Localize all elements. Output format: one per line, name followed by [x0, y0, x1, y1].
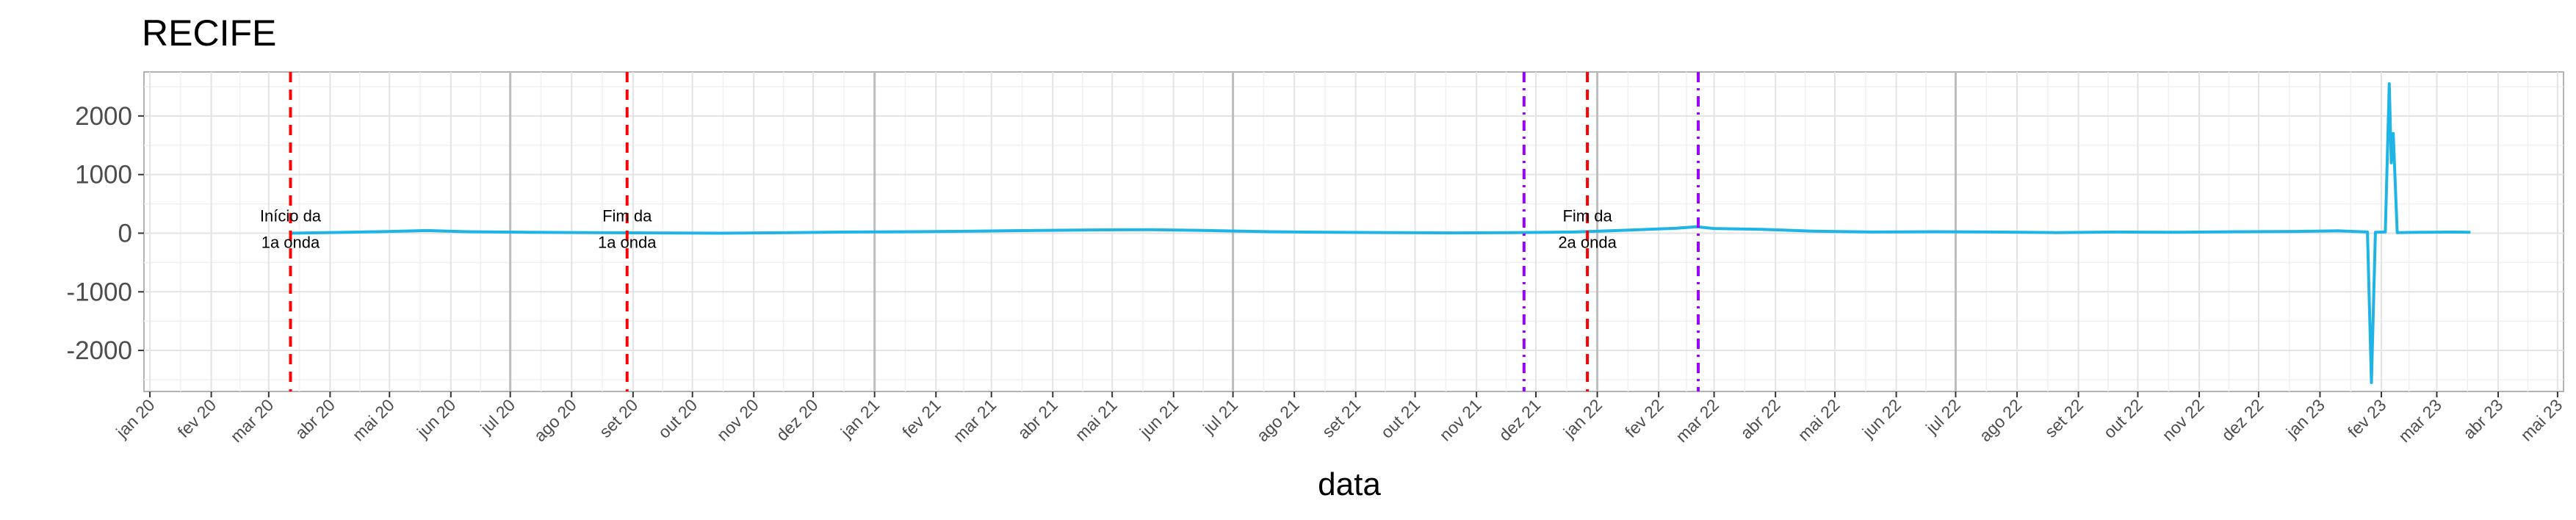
- x-tick-label: set 21: [1318, 395, 1365, 441]
- x-tick-label: set 22: [2041, 395, 2087, 441]
- x-tick-label: abr 20: [291, 395, 339, 443]
- plot-panel: [143, 71, 2564, 392]
- annotation-label: 1a onda: [261, 233, 320, 251]
- x-tick-label: jul 22: [1922, 395, 1964, 438]
- y-tick-label: 0: [118, 219, 132, 248]
- x-tick-label: mar 20: [226, 395, 277, 446]
- x-tick-label: mai 21: [1071, 395, 1120, 444]
- x-axis-label: data: [1318, 466, 1381, 502]
- annotation-label: Fim da: [602, 207, 652, 225]
- x-tick-label: nov 22: [2158, 395, 2207, 444]
- annotation-label: 1a onda: [598, 233, 657, 251]
- chart-title: RECIFE: [142, 12, 276, 54]
- x-tick-label: dez 21: [1495, 395, 1544, 444]
- x-tick-label: fev 20: [173, 395, 220, 441]
- x-tick-label: mai 20: [349, 395, 398, 444]
- x-tick-label: mar 22: [1672, 395, 1722, 446]
- x-tick-label: mai 23: [2517, 395, 2566, 444]
- x-tick-label: abr 21: [1014, 395, 1061, 443]
- x-tick-label: jul 20: [476, 395, 519, 438]
- y-axis: -2000 -1000 0 1000 2000: [66, 102, 144, 365]
- x-tick-label: ago 21: [1253, 395, 1303, 445]
- event-lines: [289, 72, 1700, 391]
- x-tick-label: jan 22: [1559, 395, 1606, 441]
- annotation-label: 2a onda: [1558, 233, 1617, 251]
- x-tick-label: out 20: [654, 395, 701, 442]
- x-tick-label: ago 20: [530, 395, 580, 445]
- x-tick-label: jan 20: [112, 395, 158, 441]
- x-tick-label: set 20: [596, 395, 642, 441]
- annotation-label: Fim da: [1562, 207, 1612, 225]
- x-tick-label: jun 20: [413, 395, 459, 441]
- annotation-label: Início da: [260, 207, 322, 225]
- x-tick-label: nov 21: [1435, 395, 1484, 444]
- x-tick-label: mai 22: [1794, 395, 1843, 444]
- x-tick-label: fev 23: [2344, 395, 2390, 441]
- y-tick-label: 2000: [75, 102, 132, 131]
- x-tick-label: mar 21: [949, 395, 1000, 446]
- x-tick-label: mar 23: [2395, 395, 2445, 446]
- annotations: Início da 1a onda Fim da 1a onda Fim da 2a on…: [260, 207, 1617, 252]
- y-tick-label: 1000: [75, 161, 132, 189]
- x-tick-label: jul 21: [1199, 395, 1241, 438]
- x-tick-label: dez 20: [772, 395, 821, 444]
- x-tick-label: jun 21: [1136, 395, 1182, 441]
- x-tick-label: fev 21: [898, 395, 945, 441]
- x-tick-label: ago 22: [1975, 395, 2025, 445]
- y-tick-label: -2000: [66, 336, 132, 365]
- x-tick-label: abr 23: [2459, 395, 2507, 443]
- x-tick-label: jun 22: [1858, 395, 1905, 441]
- x-tick-label: jan 23: [2282, 395, 2328, 441]
- y-tick-label: -1000: [66, 278, 132, 306]
- x-tick-label: dez 22: [2218, 395, 2267, 444]
- series-layer: [290, 82, 2471, 384]
- x-tick-label: out 22: [2099, 395, 2146, 442]
- x-tick-label: nov 20: [713, 395, 762, 444]
- x-tick-label: fev 22: [1621, 395, 1667, 441]
- x-tick-label: jan 21: [837, 395, 883, 441]
- x-tick-label: out 21: [1377, 395, 1424, 442]
- x-tick-label: abr 22: [1736, 395, 1784, 443]
- series-line: [290, 82, 2471, 384]
- x-axis: jan 20 fev 20 mar 20 abr 20 mai 20 jun 20 jul …: [112, 391, 2566, 446]
